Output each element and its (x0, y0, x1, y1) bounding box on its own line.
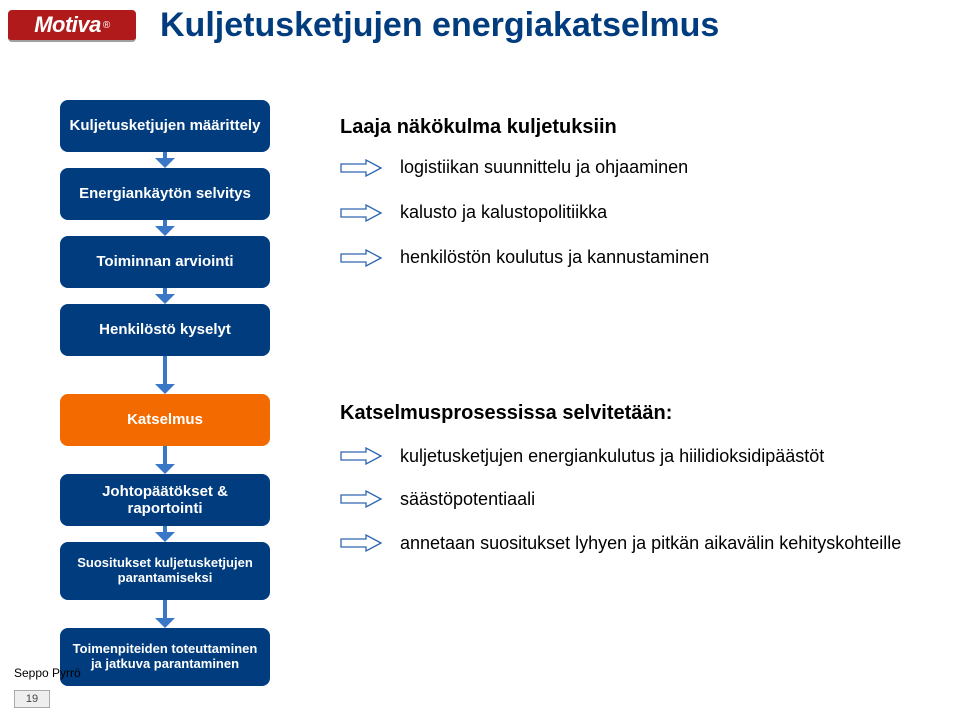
footer: Seppo Pyrrö 19 (14, 666, 81, 708)
list-item: annetaan suositukset lyhyen ja pitkän ai… (340, 532, 920, 555)
list-item: logistiikan suunnittelu ja ohjaaminen (340, 157, 900, 178)
flow-connector-stem (163, 446, 167, 464)
flow-stage: Katselmus (60, 394, 270, 446)
list-item: kalusto ja kalustopolitiikka (340, 202, 900, 223)
lower-heading: Katselmusprosessissa selvitetään: (340, 402, 920, 425)
arrow-right-icon (340, 249, 382, 267)
arrow-right-icon (340, 490, 382, 508)
list-item: kuljetusketjujen energiankulutus ja hiil… (340, 445, 920, 468)
flow-connector-arrow (155, 464, 175, 474)
list-item-label: säästöpotentiaali (400, 488, 535, 511)
list-item: henkilöstön koulutus ja kannustaminen (340, 247, 900, 268)
arrow-right-icon (340, 204, 382, 222)
brand-logo: Motiva® (8, 10, 136, 42)
list-item: säästöpotentiaali (340, 488, 920, 511)
list-item-label: kalusto ja kalustopolitiikka (400, 202, 607, 223)
arrow-right-icon (340, 159, 382, 177)
arrow-right-icon (340, 447, 382, 465)
flow-connector-arrow (155, 226, 175, 236)
upper-list: Laaja näkökulma kuljetuksiin logistiikan… (340, 116, 900, 292)
author-name: Seppo Pyrrö (14, 666, 81, 680)
flow-stage: Johtopäätökset & raportointi (60, 474, 270, 526)
brand-logo-text: Motiva (34, 12, 101, 38)
flow-connector-arrow (155, 294, 175, 304)
registered-mark: ® (103, 20, 110, 31)
flow-connector-arrow (155, 384, 175, 394)
list-item-label: kuljetusketjujen energiankulutus ja hiil… (400, 445, 824, 468)
list-item-label: annetaan suositukset lyhyen ja pitkän ai… (400, 532, 901, 555)
list-item-label: logistiikan suunnittelu ja ohjaaminen (400, 157, 688, 178)
upper-heading: Laaja näkökulma kuljetuksiin (340, 116, 900, 139)
flow-stage: Henkilöstö kyselyt (60, 304, 270, 356)
flow-stage: Suositukset kuljetusketjujen parantamise… (60, 542, 270, 600)
lower-list: Katselmusprosessissa selvitetään: kuljet… (340, 402, 920, 575)
flow-stage: Kuljetusketjujen määrittely (60, 100, 270, 152)
flow-connector-arrow (155, 158, 175, 168)
flow-stage: Toiminnan arviointi (60, 236, 270, 288)
flow-stage: Toimenpiteiden toteuttaminen ja jatkuva … (60, 628, 270, 686)
page-title: Kuljetusketjujen energiakatselmus (160, 6, 719, 45)
arrow-right-icon (340, 534, 382, 552)
flow-stage: Energiankäytön selvitys (60, 168, 270, 220)
flow-connector-arrow (155, 532, 175, 542)
flowchart: Kuljetusketjujen määrittely Energiankäytö… (60, 100, 270, 686)
flow-connector-arrow (155, 618, 175, 628)
list-item-label: henkilöstön koulutus ja kannustaminen (400, 247, 709, 268)
flow-connector-stem (163, 356, 167, 384)
page-number: 19 (14, 690, 50, 708)
flow-connector-stem (163, 600, 167, 618)
